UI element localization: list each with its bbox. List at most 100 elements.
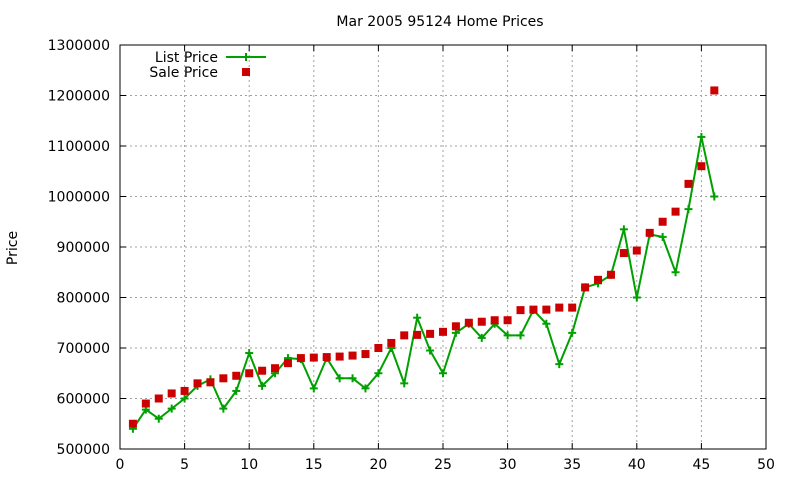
sale-price-point — [671, 207, 680, 216]
legend-swatch-marker — [242, 68, 250, 76]
list-price-point — [361, 384, 370, 393]
list-price-point — [542, 319, 551, 328]
sale-price-point — [619, 249, 628, 258]
legend-label: Sale Price — [149, 65, 218, 81]
sale-price-point — [490, 316, 499, 325]
y-tick-label: 900000 — [57, 240, 110, 256]
sale-price-point — [645, 228, 654, 237]
x-tick-label: 50 — [757, 457, 775, 473]
sale-price-point — [206, 378, 215, 387]
x-tick-label: 20 — [369, 457, 387, 473]
list-price-point — [658, 232, 667, 241]
y-tick-label: 1100000 — [48, 139, 110, 155]
list-price-point — [180, 394, 189, 403]
list-price-point — [619, 225, 628, 234]
sale-price-point — [283, 359, 292, 368]
x-tick-label: 30 — [499, 457, 517, 473]
sale-price-point — [568, 303, 577, 312]
list-price-point — [309, 384, 318, 393]
series-sale-price — [128, 86, 719, 428]
list-price-point — [671, 268, 680, 277]
sale-price-point — [322, 353, 331, 362]
x-tick-label: 5 — [180, 457, 189, 473]
sale-price-point — [271, 364, 280, 373]
sale-price-point — [141, 399, 150, 408]
sale-price-point — [684, 179, 693, 188]
sale-price-point — [245, 369, 254, 378]
list-price-point — [335, 374, 344, 383]
list-price-line — [132, 135, 716, 430]
legend-label: List Price — [155, 50, 218, 66]
legend-swatch-marker — [242, 53, 250, 61]
sale-price-point — [426, 329, 435, 338]
list-price-point — [232, 386, 241, 395]
x-tick-label: 15 — [305, 457, 323, 473]
sale-price-point — [387, 338, 396, 347]
list-price-point — [568, 328, 577, 337]
sale-price-point — [296, 354, 305, 363]
sale-price-point — [348, 351, 357, 360]
list-price-point — [632, 293, 641, 302]
list-price-point — [154, 414, 163, 423]
sale-price-point — [529, 305, 538, 314]
sale-price-point — [258, 366, 267, 375]
sale-price-point — [219, 374, 228, 383]
sale-price-point — [581, 283, 590, 292]
sale-price-point — [606, 270, 615, 279]
sale-price-point — [503, 316, 512, 325]
sale-price-point — [309, 353, 318, 362]
sale-price-point — [167, 389, 176, 398]
plot-frame — [119, 44, 767, 450]
y-tick-label: 700000 — [57, 341, 110, 357]
sale-price-point — [439, 327, 447, 336]
sale-price-point — [374, 344, 383, 352]
sale-price-point — [697, 162, 706, 171]
x-tick-label: 35 — [563, 457, 581, 473]
y-axis-label: Price — [5, 231, 21, 265]
sale-price-point — [555, 303, 564, 312]
list-price-point — [167, 404, 176, 413]
list-price-point — [503, 331, 512, 340]
sale-price-point — [335, 352, 344, 361]
list-price-point — [219, 404, 228, 413]
list-price-point — [710, 192, 719, 201]
sale-price-point — [464, 318, 473, 327]
chart-title: Mar 2005 95124 Home Prices — [336, 14, 543, 30]
list-price-point — [374, 369, 383, 378]
list-price-point — [413, 313, 422, 322]
x-tick-label: 10 — [240, 457, 258, 473]
list-price-point — [400, 379, 409, 388]
sale-price-point — [710, 86, 719, 95]
sale-price-point — [413, 330, 422, 339]
sale-price-point — [193, 379, 202, 388]
series-group — [128, 86, 719, 433]
list-price-point — [245, 349, 254, 358]
x-tick-label: 25 — [434, 457, 452, 473]
series-list-price — [128, 132, 719, 433]
x-tick-label: 0 — [116, 457, 125, 473]
list-price-point — [258, 381, 267, 390]
list-price-point — [697, 132, 706, 141]
y-tick-label: 1200000 — [48, 89, 110, 105]
list-price-point — [426, 346, 435, 355]
sale-price-point — [658, 217, 667, 226]
y-tick-label: 500000 — [57, 442, 110, 458]
sale-price-point — [361, 350, 370, 359]
sale-price-point — [516, 306, 525, 315]
sale-price-point — [594, 275, 603, 284]
sale-price-point — [451, 322, 460, 331]
sale-price-point — [232, 371, 241, 380]
y-tick-label: 1000000 — [48, 190, 110, 206]
list-price-point — [684, 205, 693, 214]
sale-price-point — [154, 394, 163, 403]
y-tick-label: 1300000 — [48, 38, 110, 54]
sale-price-point — [180, 386, 189, 395]
sale-price-point — [477, 317, 486, 326]
y-tick-label: 800000 — [57, 291, 110, 307]
list-price-point — [348, 374, 357, 383]
grid — [120, 45, 766, 449]
list-price-point — [555, 360, 564, 369]
list-price-point — [516, 331, 525, 340]
sale-price-point — [128, 419, 137, 428]
